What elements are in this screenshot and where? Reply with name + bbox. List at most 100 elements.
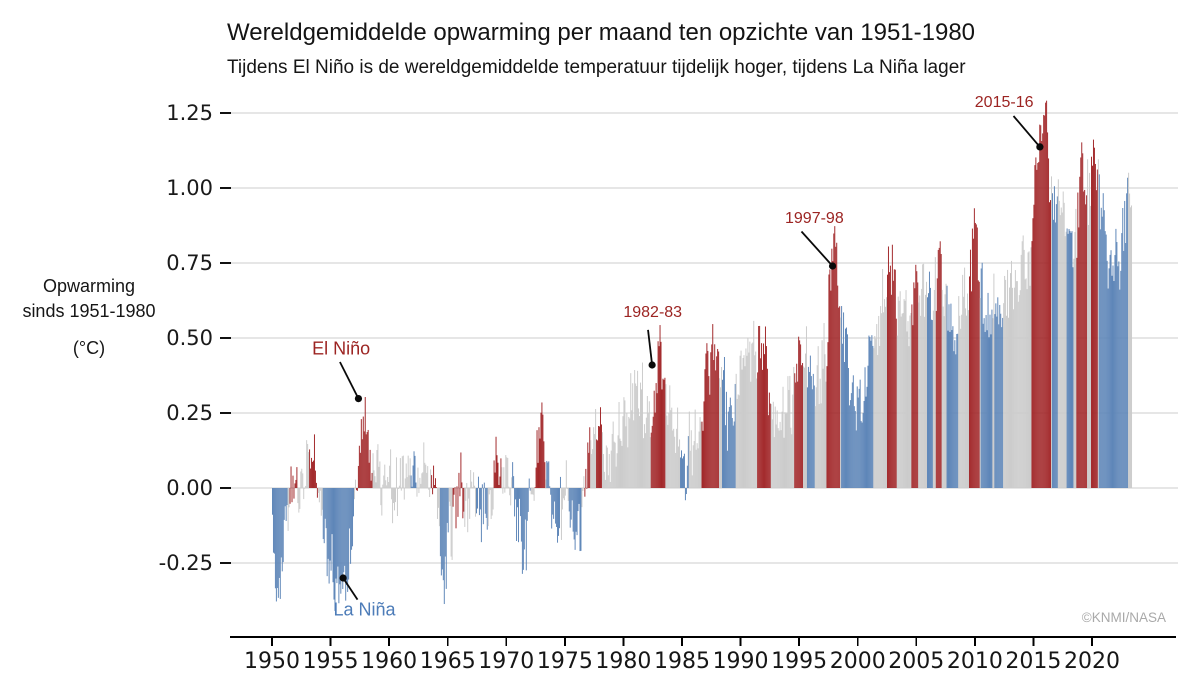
bar xyxy=(946,285,948,488)
bar xyxy=(294,483,296,488)
bar xyxy=(580,488,582,551)
bar xyxy=(606,447,608,488)
bar xyxy=(342,488,344,590)
bar xyxy=(891,244,893,488)
bar xyxy=(1092,139,1094,489)
bar xyxy=(1042,133,1044,488)
bar xyxy=(341,488,343,581)
bar xyxy=(756,378,758,488)
bar xyxy=(542,414,544,488)
bar xyxy=(673,428,675,488)
bar xyxy=(608,454,610,488)
bar xyxy=(927,297,929,488)
bar xyxy=(471,481,473,488)
bar xyxy=(1021,241,1023,488)
bar xyxy=(486,488,488,530)
bar xyxy=(536,430,538,488)
bar xyxy=(898,300,900,488)
bar xyxy=(584,488,586,497)
bar xyxy=(1011,287,1013,488)
bar xyxy=(558,488,560,536)
bar xyxy=(371,472,373,488)
bar xyxy=(402,455,404,488)
bar xyxy=(635,383,637,488)
bar xyxy=(468,488,470,499)
bar xyxy=(282,488,284,563)
bar xyxy=(537,462,539,488)
bar xyxy=(453,488,455,495)
y-axis-unit: (°C) xyxy=(72,338,106,358)
bar xyxy=(747,337,749,488)
bar xyxy=(1116,242,1118,488)
bar xyxy=(398,485,400,488)
bar xyxy=(846,334,848,488)
bar xyxy=(640,382,642,488)
bar xyxy=(485,488,487,518)
bar xyxy=(809,355,811,488)
bar xyxy=(995,303,997,488)
bar xyxy=(609,481,611,488)
bar xyxy=(879,345,881,488)
bar xyxy=(917,282,919,488)
bar xyxy=(343,488,345,573)
bar xyxy=(1050,176,1052,488)
bar xyxy=(732,425,734,488)
bar xyxy=(1048,158,1050,489)
x-tick-label: 2005 xyxy=(888,649,944,674)
bar xyxy=(574,488,576,550)
bar xyxy=(825,381,827,488)
bar xyxy=(892,280,894,488)
bar xyxy=(357,465,359,488)
bar xyxy=(761,343,763,488)
bar xyxy=(308,452,310,488)
bar xyxy=(870,340,872,488)
bar xyxy=(930,319,932,488)
bar xyxy=(452,488,454,507)
bar xyxy=(877,355,879,488)
bar xyxy=(807,366,809,488)
bar xyxy=(980,268,982,488)
bar xyxy=(725,391,727,488)
bar xyxy=(963,296,965,488)
bar xyxy=(711,344,713,488)
bar xyxy=(634,370,636,488)
bar xyxy=(1015,281,1017,488)
bar xyxy=(405,463,407,488)
bar xyxy=(338,488,340,604)
bar xyxy=(531,488,533,495)
bar xyxy=(578,488,580,504)
bar xyxy=(957,333,959,488)
bar xyxy=(1047,132,1049,488)
x-tick-label: 2000 xyxy=(830,649,886,674)
bar xyxy=(714,344,716,488)
bar xyxy=(1074,232,1076,488)
bar xyxy=(512,462,514,488)
bar xyxy=(883,312,885,488)
bar xyxy=(277,488,279,598)
bar xyxy=(396,488,398,517)
bar xyxy=(588,452,590,488)
bar xyxy=(1126,193,1128,488)
bar xyxy=(587,442,589,488)
bar xyxy=(1055,204,1057,488)
bar xyxy=(855,430,857,488)
bar xyxy=(327,488,329,559)
bar xyxy=(597,440,599,488)
bar xyxy=(1008,317,1010,488)
bar xyxy=(615,466,617,488)
bar xyxy=(663,379,665,488)
bar xyxy=(901,313,903,488)
bar xyxy=(1010,260,1012,488)
bar xyxy=(1026,289,1028,488)
bar xyxy=(436,488,438,519)
bar xyxy=(362,416,364,488)
bar xyxy=(1125,243,1127,488)
bar xyxy=(800,344,802,488)
bar xyxy=(603,471,605,488)
bar xyxy=(1003,303,1005,488)
bar xyxy=(838,307,840,488)
bar xyxy=(1017,301,1019,488)
bar xyxy=(803,366,805,488)
bar xyxy=(646,395,648,488)
annotation-arrow xyxy=(647,329,654,366)
